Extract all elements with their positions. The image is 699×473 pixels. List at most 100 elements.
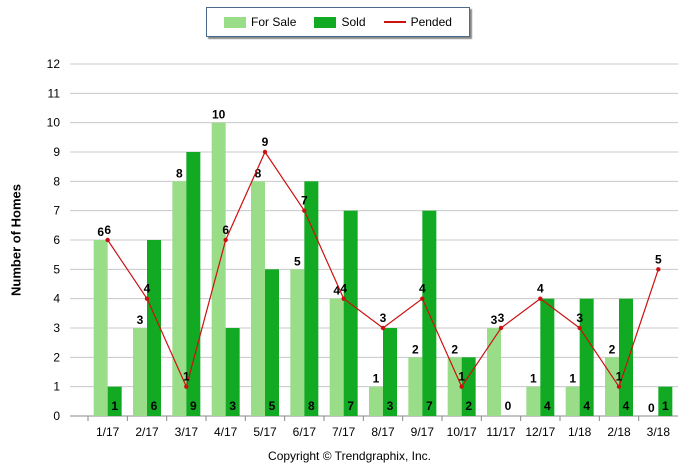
pended-swatch (383, 21, 406, 23)
data-label-pended: 1 (183, 370, 190, 384)
data-label-pended: 4 (537, 282, 544, 296)
y-tick-label: 0 (53, 409, 60, 423)
bar-sold (147, 240, 161, 416)
chart-legend: For Sale Sold Pended (206, 7, 470, 37)
x-tick-label: 11/17 (486, 425, 515, 439)
data-label-pended: 7 (301, 194, 308, 208)
data-label-sold: 4 (623, 399, 630, 413)
legend-item-for-sale[interactable]: For Sale (224, 15, 296, 29)
data-label-for-sale: 1 (373, 372, 380, 386)
x-tick-label: 4/17 (214, 425, 238, 439)
data-label-pended: 4 (340, 282, 347, 296)
data-label-sold: 7 (347, 399, 354, 413)
data-label-pended: 3 (498, 311, 505, 325)
data-label-for-sale: 6 (97, 225, 104, 239)
pended-point (184, 384, 189, 389)
x-tick-label: 9/17 (411, 425, 435, 439)
copyright-text: Copyright © Trendgraphix, Inc. (268, 449, 431, 463)
y-tick-label: 12 (47, 57, 61, 71)
x-tick-label: 12/17 (525, 425, 555, 439)
legend-item-pended[interactable]: Pended (383, 15, 452, 29)
data-label-for-sale: 0 (648, 401, 655, 415)
bar-for-sale (133, 328, 147, 416)
pended-point (223, 237, 228, 243)
data-label-sold: 2 (465, 399, 472, 413)
bar-sold (186, 152, 201, 416)
bar-for-sale (447, 357, 462, 416)
y-tick-label: 9 (53, 145, 60, 159)
legend-item-sold[interactable]: Sold (314, 15, 366, 29)
data-label-pended: 3 (380, 311, 387, 325)
sold-swatch (314, 16, 337, 28)
pended-point (302, 208, 307, 213)
bar-sold (107, 386, 122, 416)
pended-point (144, 296, 150, 301)
x-tick-label: 5/17 (253, 425, 277, 439)
data-label-pended: 1 (616, 370, 623, 384)
bar-for-sale (565, 386, 580, 416)
data-label-pended: 4 (419, 282, 426, 296)
y-tick-label: 4 (53, 292, 60, 306)
pended-point (616, 384, 622, 389)
pended-point (341, 296, 346, 301)
data-label-for-sale: 1 (569, 372, 576, 386)
bar-sold (658, 386, 673, 416)
y-tick-label: 11 (48, 86, 61, 100)
pended-point (498, 325, 504, 331)
data-label-for-sale: 2 (412, 342, 419, 356)
data-label-for-sale: 1 (530, 372, 537, 386)
y-tick-label: 6 (53, 233, 60, 247)
bar-for-sale (329, 298, 344, 416)
x-tick-label: 7/17 (332, 425, 356, 439)
data-label-for-sale: 8 (255, 166, 262, 180)
data-label-pended: 6 (222, 223, 229, 237)
data-label-sold: 4 (583, 399, 590, 413)
pended-point (656, 267, 661, 272)
data-label-for-sale: 2 (451, 342, 458, 356)
x-tick-label: 8/17 (371, 425, 395, 439)
bar-sold (225, 328, 240, 416)
x-tick-label: 2/18 (607, 425, 631, 439)
x-tick-label: 1/18 (568, 425, 592, 439)
y-tick-label: 10 (47, 116, 61, 130)
bar-for-sale (487, 328, 501, 416)
for-sale-swatch (224, 16, 247, 28)
legend-label-pended: Pended (410, 15, 452, 29)
bar-for-sale (211, 122, 226, 417)
data-label-for-sale: 10 (212, 108, 226, 122)
x-tick-label: 1/17 (96, 425, 120, 439)
data-label-for-sale: 3 (491, 313, 498, 327)
pended-point (105, 237, 110, 243)
bar-sold (265, 269, 279, 416)
data-label-sold: 0 (505, 399, 512, 413)
data-label-for-sale: 4 (333, 284, 340, 298)
data-label-for-sale: 5 (294, 254, 301, 268)
pended-point (262, 149, 268, 155)
bar-for-sale (369, 386, 383, 416)
data-label-for-sale: 2 (609, 342, 616, 356)
pended-point (577, 325, 582, 331)
y-tick-label: 2 (53, 350, 60, 364)
y-tick-label: 1 (53, 380, 60, 394)
bar-sold (540, 298, 555, 416)
data-label-sold: 3 (229, 399, 236, 413)
y-tick-label: 8 (53, 174, 60, 188)
pended-point (420, 296, 425, 301)
data-label-pended: 1 (458, 370, 465, 384)
bar-sold (619, 298, 633, 416)
x-tick-label: 3/18 (647, 425, 671, 439)
bar-sold (304, 181, 319, 416)
data-label-pended: 5 (655, 252, 662, 266)
y-tick-label: 5 (53, 262, 60, 276)
data-label-pended: 6 (104, 223, 111, 237)
data-label-pended: 4 (144, 282, 151, 296)
data-label-sold: 3 (387, 399, 394, 413)
x-tick-label: 10/17 (447, 425, 477, 439)
data-label-for-sale: 3 (137, 313, 144, 327)
legend-label-sold: Sold (341, 15, 366, 29)
data-label-sold: 1 (111, 399, 118, 413)
data-label-sold: 9 (190, 399, 197, 413)
bar-sold (579, 298, 594, 416)
bar-for-sale (526, 386, 541, 416)
